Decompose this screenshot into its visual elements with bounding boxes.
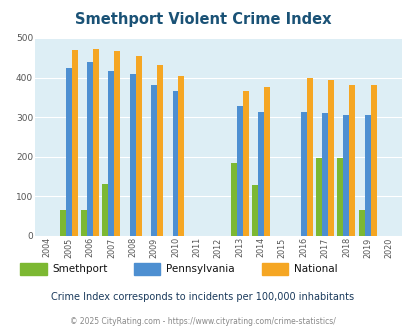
Bar [257,112,263,236]
Bar [66,68,72,236]
Bar [114,51,120,236]
Bar [263,87,269,236]
Bar [108,71,114,236]
Bar [343,115,349,236]
Text: National: National [294,264,337,274]
Bar [157,65,163,236]
Bar [252,185,257,236]
Bar [81,210,87,236]
Bar [300,112,306,236]
Text: Crime Index corresponds to incidents per 100,000 inhabitants: Crime Index corresponds to incidents per… [51,292,354,302]
Bar [321,113,327,236]
Bar [178,76,184,236]
Bar [349,85,354,236]
Bar [130,74,135,236]
Bar [172,91,178,236]
Bar [327,80,333,236]
Bar [102,184,108,236]
Text: Smethport: Smethport [53,264,108,274]
Bar [93,49,99,236]
Bar [72,50,77,236]
Bar [87,62,93,236]
Text: Pennsylvania: Pennsylvania [166,264,234,274]
Bar [242,91,248,236]
Bar [230,163,236,236]
Bar [364,115,370,236]
Text: © 2025 CityRating.com - https://www.cityrating.com/crime-statistics/: © 2025 CityRating.com - https://www.city… [70,317,335,326]
Bar [135,56,141,236]
Text: Smethport Violent Crime Index: Smethport Violent Crime Index [75,12,330,26]
Bar [151,85,157,236]
Bar [60,210,66,236]
Bar [358,210,364,236]
Bar [337,158,343,236]
Bar [306,78,312,236]
Bar [315,158,321,236]
Bar [370,85,376,236]
Bar [236,106,242,236]
